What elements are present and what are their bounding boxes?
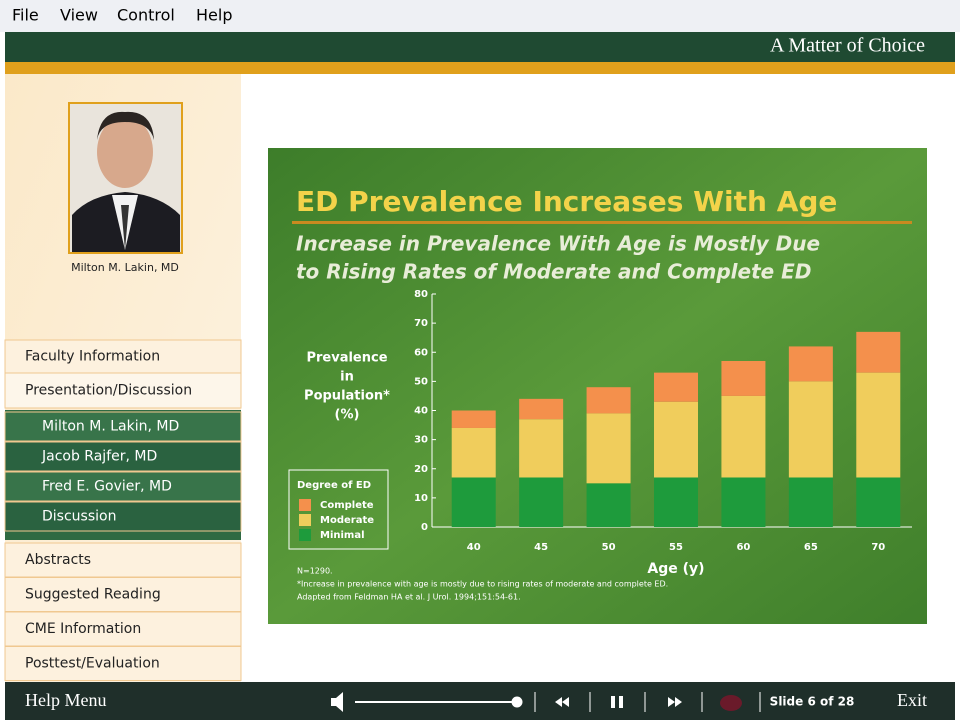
slide-counter: Slide 6 of 28: [770, 695, 855, 709]
y-tick-label: 60: [414, 347, 428, 358]
nav-item[interactable]: Discussion: [42, 509, 116, 525]
nav-item[interactable]: Jacob Rajfer, MD: [41, 449, 157, 465]
volume-knob[interactable]: [511, 696, 523, 708]
bar-segment: [586, 387, 631, 414]
x-tick-label: 40: [467, 542, 481, 553]
y-tick-label: 80: [414, 289, 428, 300]
presenter-name: Milton M. Lakin, MD: [71, 261, 179, 274]
bar-segment: [788, 381, 833, 478]
nav-item[interactable]: Suggested Reading: [25, 587, 161, 603]
y-tick-label: 30: [414, 435, 428, 446]
y-axis-label: Population*: [304, 389, 390, 404]
title-rule: [292, 221, 912, 224]
bar-segment: [788, 477, 833, 527]
y-tick-label: 0: [421, 522, 428, 533]
bar-segment: [519, 477, 564, 527]
nav-item-bg: [4, 441, 242, 472]
menu-item[interactable]: Help: [196, 6, 232, 25]
x-tick-label: 65: [804, 542, 818, 553]
nav-item-bg: [4, 372, 242, 409]
nav-item[interactable]: CME Information: [25, 621, 141, 637]
bar-segment: [586, 483, 631, 527]
bar-segment: [788, 346, 833, 382]
slide-subtitle: to Rising Rates of Moderate and Complete…: [296, 260, 811, 284]
nav-item-bg: [4, 411, 242, 442]
x-tick-label: 50: [602, 542, 616, 553]
y-axis-label: (%): [335, 408, 360, 423]
bar-segment: [721, 477, 766, 527]
bar-segment: [519, 419, 564, 478]
x-axis-label: Age (y): [647, 561, 704, 577]
legend-label: Moderate: [320, 515, 374, 526]
exit-button[interactable]: Exit: [897, 690, 927, 710]
bar-segment: [451, 427, 496, 478]
bar-segment: [451, 477, 496, 527]
footnote: *Increase in prevalence with age is most…: [297, 580, 668, 589]
bar-segment: [451, 410, 496, 428]
legend-swatch: [299, 514, 311, 526]
volume-icon[interactable]: [331, 692, 343, 712]
legend-swatch: [299, 529, 311, 541]
slide-title: ED Prevalence Increases With Age: [296, 185, 837, 218]
nav-item-bg: [4, 339, 242, 374]
menu-bar: [0, 0, 960, 32]
y-tick-label: 40: [414, 406, 428, 417]
y-tick-label: 50: [414, 376, 428, 387]
nav-item-bg: [4, 611, 242, 647]
menu-item[interactable]: View: [60, 6, 98, 25]
legend-label: Minimal: [320, 530, 365, 541]
nav-item-bg: [4, 501, 242, 532]
header-stripe: [5, 62, 955, 74]
player-controls: [331, 692, 761, 712]
footnote: N=1290.: [297, 567, 333, 576]
bar-segment: [721, 395, 766, 478]
nav-item[interactable]: Presentation/Discussion: [25, 383, 192, 399]
rewind-button[interactable]: [555, 697, 569, 707]
nav-item[interactable]: Milton M. Lakin, MD: [42, 419, 179, 435]
help-menu[interactable]: Help Menu: [25, 690, 106, 710]
nav-item[interactable]: Faculty Information: [25, 349, 160, 365]
nav-item-bg: [4, 542, 242, 578]
forward-button[interactable]: [668, 697, 682, 707]
bar-segment: [586, 413, 631, 484]
bar-segment: [856, 372, 901, 478]
legend-label: Complete: [320, 500, 374, 511]
pause-button[interactable]: [611, 696, 615, 708]
slide-subtitle: Increase in Prevalence With Age is Mostl…: [296, 232, 820, 256]
footnote: Adapted from Feldman HA et al. J Urol. 1…: [297, 593, 521, 602]
x-tick-label: 70: [871, 542, 885, 553]
header-bar: [5, 32, 955, 62]
x-tick-label: 45: [534, 542, 548, 553]
bar-segment: [721, 360, 766, 396]
x-tick-label: 60: [736, 542, 750, 553]
y-tick-label: 10: [414, 493, 428, 504]
nav-item[interactable]: Abstracts: [25, 552, 91, 568]
bar-segment: [856, 331, 901, 373]
y-tick-label: 20: [414, 464, 428, 475]
y-axis-label: in: [340, 370, 354, 385]
pause-button[interactable]: [619, 696, 623, 708]
legend-box: [288, 469, 389, 550]
legend-swatch: [299, 499, 311, 511]
bar-segment: [519, 398, 564, 420]
y-tick-label: 70: [414, 318, 428, 329]
x-tick-label: 55: [669, 542, 683, 553]
record-icon[interactable]: [720, 695, 742, 711]
presenter-photo: [68, 102, 183, 254]
header-title: A Matter of Choice: [770, 35, 925, 57]
bar-segment: [654, 401, 698, 478]
nav-item-bg: [4, 646, 242, 681]
y-axis-label: Prevalence: [306, 351, 387, 366]
nav-item-bg: [4, 471, 242, 502]
bar-segment: [856, 477, 901, 527]
nav-item[interactable]: Fred E. Govier, MD: [42, 479, 172, 495]
bar-segment: [654, 477, 698, 527]
menu-item[interactable]: File: [12, 6, 39, 25]
bar-segment: [654, 372, 698, 402]
menu-item[interactable]: Control: [117, 6, 175, 25]
legend-title: Degree of ED: [297, 480, 371, 491]
nav-item-bg: [4, 577, 242, 612]
nav-item[interactable]: Posttest/Evaluation: [25, 656, 160, 672]
